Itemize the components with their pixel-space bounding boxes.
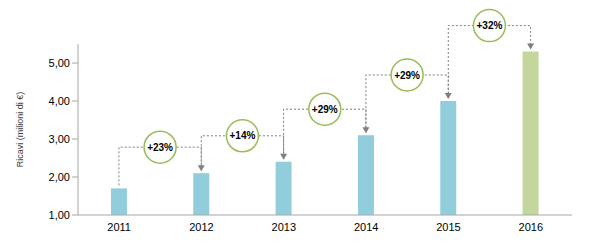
svg-text:2013: 2013 — [272, 221, 296, 233]
svg-text:2015: 2015 — [436, 221, 460, 233]
svg-text:4,00: 4,00 — [49, 95, 70, 107]
svg-text:+29%: +29% — [394, 70, 420, 81]
svg-text:3,00: 3,00 — [49, 133, 70, 145]
svg-text:2014: 2014 — [354, 221, 378, 233]
svg-text:+14%: +14% — [230, 130, 256, 141]
svg-text:Ricavi (milioni di €): Ricavi (milioni di €) — [15, 92, 25, 168]
svg-text:+23%: +23% — [147, 142, 173, 153]
svg-text:1,00: 1,00 — [49, 209, 70, 221]
svg-text:+32%: +32% — [477, 20, 503, 31]
svg-text:2012: 2012 — [189, 221, 213, 233]
svg-text:2,00: 2,00 — [49, 171, 70, 183]
svg-text:2016: 2016 — [519, 221, 543, 233]
svg-text:+29%: +29% — [312, 104, 338, 115]
svg-text:2011: 2011 — [107, 221, 131, 233]
svg-text:5,00: 5,00 — [49, 57, 70, 69]
